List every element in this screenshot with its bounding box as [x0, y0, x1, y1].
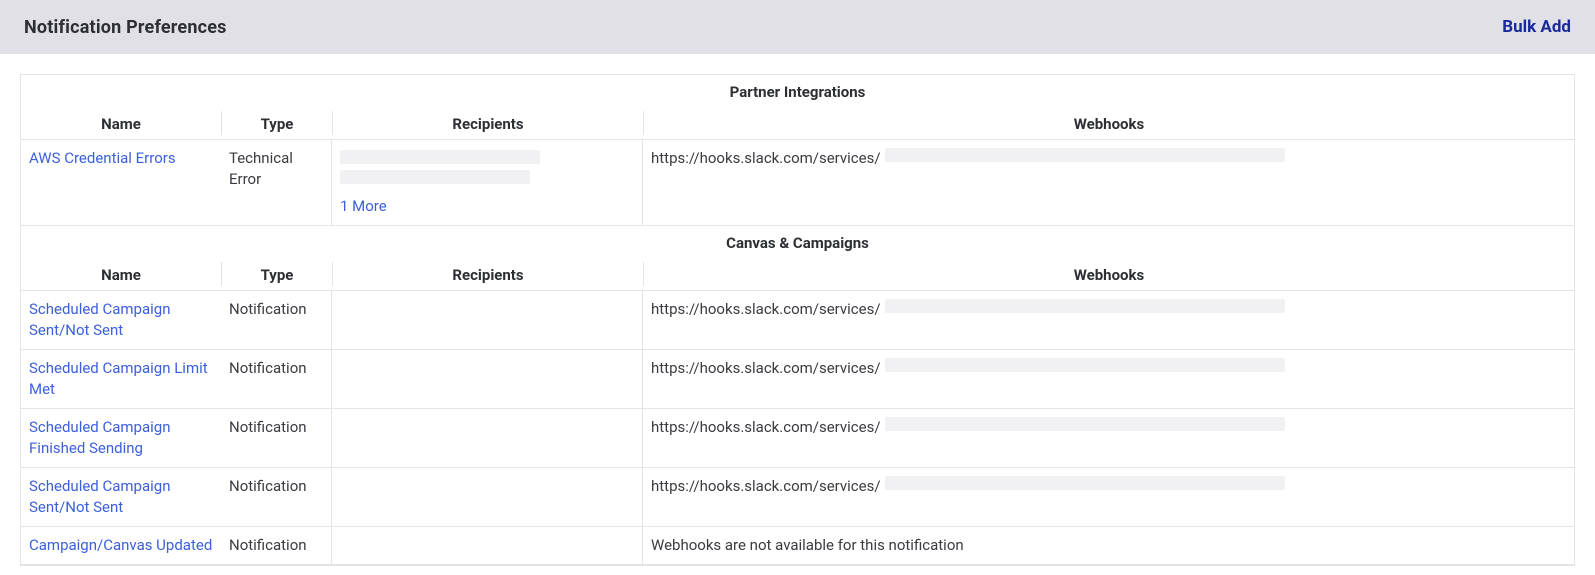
- row-recipients: [332, 291, 642, 349]
- redacted-webhook: [885, 417, 1285, 431]
- section-title: Partner Integrations: [21, 75, 1574, 107]
- col-header-name: Name: [21, 258, 221, 290]
- col-header-name: Name: [21, 107, 221, 139]
- row-recipients: [332, 409, 642, 467]
- col-header-recipients: Recipients: [333, 258, 643, 290]
- row-type: Notification: [221, 409, 331, 467]
- bulk-add-link[interactable]: Bulk Add: [1502, 17, 1571, 37]
- row-webhooks: https://hooks.slack.com/services/: [643, 350, 1574, 408]
- row-recipients: 1 More: [332, 140, 642, 225]
- row-name-link[interactable]: Scheduled Campaign Sent/Not Sent: [29, 477, 171, 516]
- webhook-url-prefix: https://hooks.slack.com/services/: [651, 417, 881, 438]
- redacted-recipient: [340, 170, 530, 184]
- row-type: Notification: [221, 291, 331, 349]
- row-type: Technical Error: [221, 140, 331, 225]
- row-type: Notification: [221, 527, 331, 564]
- row-recipients: [332, 350, 642, 408]
- webhook-url-prefix: https://hooks.slack.com/services/: [651, 476, 881, 497]
- preferences-table: Partner IntegrationsNameTypeRecipientsWe…: [20, 74, 1575, 566]
- row-webhooks: https://hooks.slack.com/services/: [643, 291, 1574, 349]
- more-recipients-link[interactable]: 1 More: [340, 196, 387, 217]
- row-name-link[interactable]: Scheduled Campaign Finished Sending: [29, 418, 171, 457]
- redacted-webhook: [885, 148, 1285, 162]
- row-name-link[interactable]: AWS Credential Errors: [29, 149, 176, 167]
- redacted-webhook: [885, 358, 1285, 372]
- col-header-recipients: Recipients: [333, 107, 643, 139]
- page-title: Notification Preferences: [24, 17, 227, 38]
- col-header-webhooks: Webhooks: [644, 107, 1574, 139]
- section-title: Canvas & Campaigns: [21, 226, 1574, 258]
- row-name-link[interactable]: Campaign/Canvas Updated: [29, 536, 212, 554]
- page-header: Notification Preferences Bulk Add: [0, 0, 1595, 54]
- row-webhooks: https://hooks.slack.com/services/: [643, 140, 1574, 225]
- row-type: Notification: [221, 468, 331, 526]
- col-header-type: Type: [222, 107, 332, 139]
- content-area: Partner IntegrationsNameTypeRecipientsWe…: [0, 54, 1595, 566]
- row-recipients: [332, 468, 642, 526]
- row-webhooks: Webhooks are not available for this noti…: [643, 527, 1574, 564]
- col-header-webhooks: Webhooks: [644, 258, 1574, 290]
- redacted-recipient: [340, 150, 540, 164]
- redacted-webhook: [885, 299, 1285, 313]
- row-webhooks: https://hooks.slack.com/services/: [643, 468, 1574, 526]
- col-header-type: Type: [222, 258, 332, 290]
- row-webhooks: https://hooks.slack.com/services/: [643, 409, 1574, 467]
- row-name-link[interactable]: Scheduled Campaign Sent/Not Sent: [29, 300, 171, 339]
- row-type: Notification: [221, 350, 331, 408]
- webhook-url-prefix: https://hooks.slack.com/services/: [651, 148, 881, 169]
- webhook-url-prefix: https://hooks.slack.com/services/: [651, 358, 881, 379]
- webhook-url-prefix: https://hooks.slack.com/services/: [651, 299, 881, 320]
- redacted-webhook: [885, 476, 1285, 490]
- row-recipients: [332, 527, 642, 564]
- row-name-link[interactable]: Scheduled Campaign Limit Met: [29, 359, 208, 398]
